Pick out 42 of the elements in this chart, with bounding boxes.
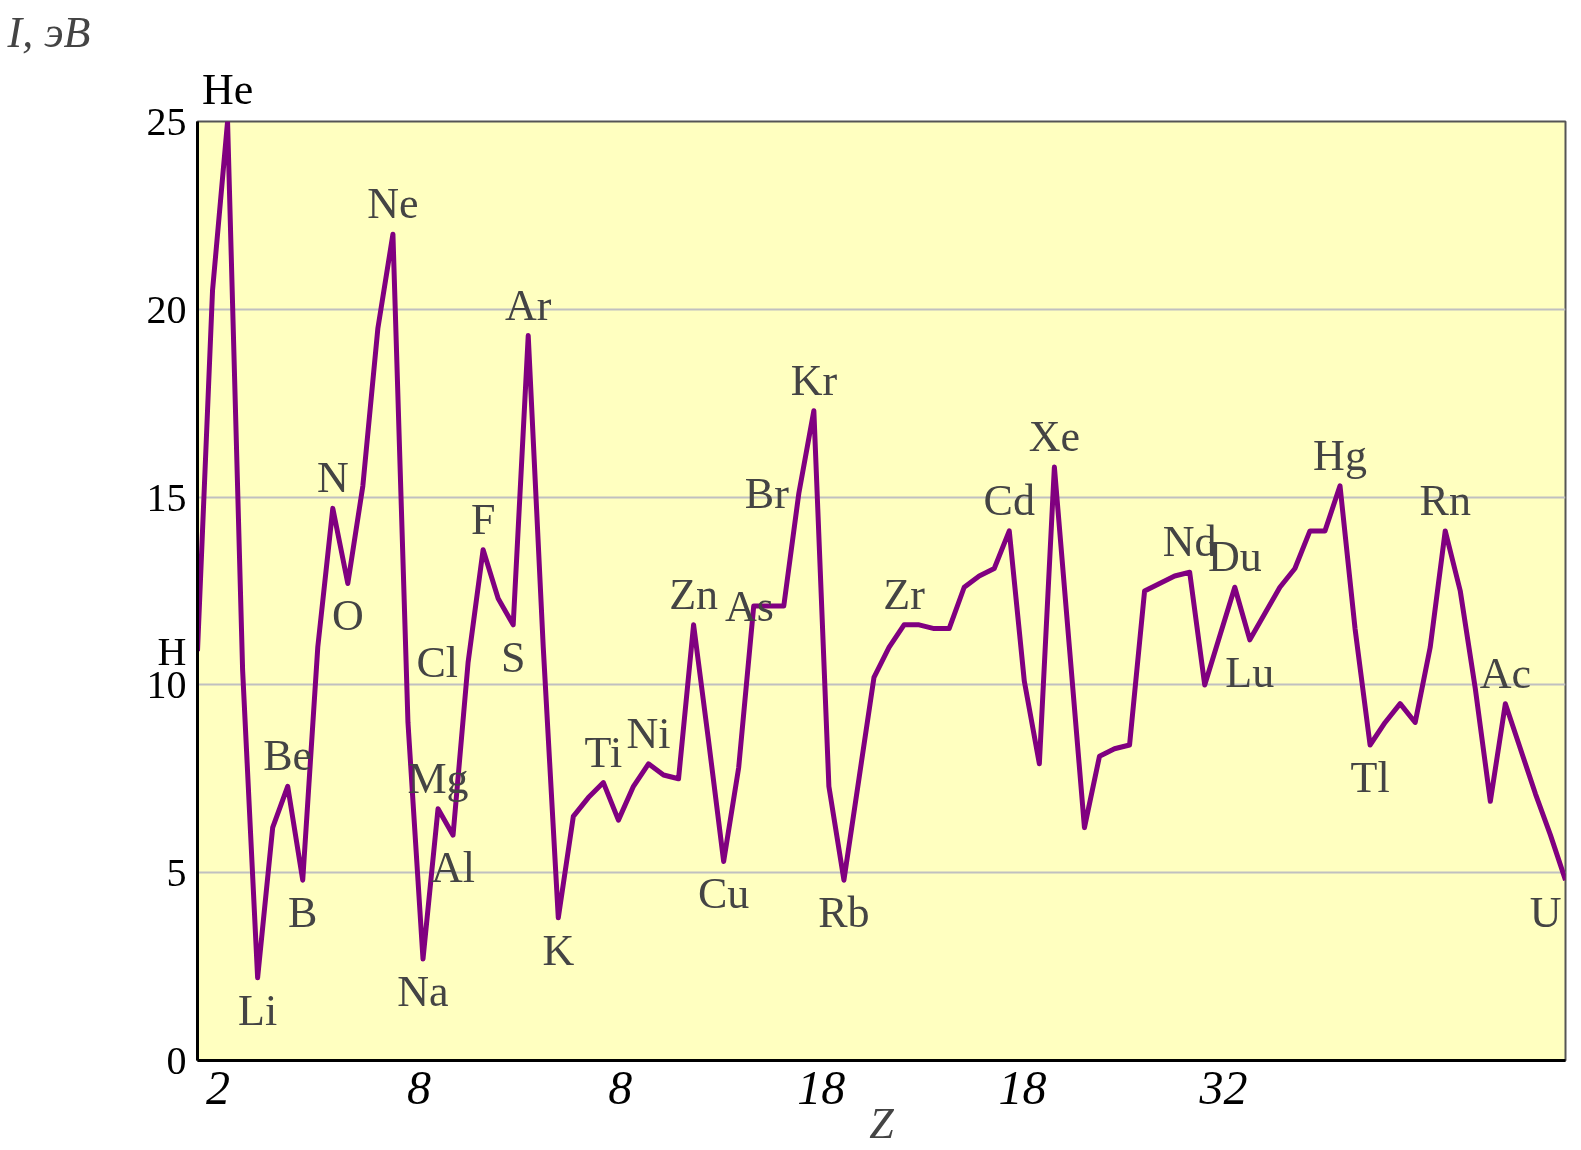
y-tick-label: 20	[146, 286, 187, 332]
data-label: Kr	[790, 355, 838, 405]
text: 18	[998, 1060, 1047, 1114]
y-tick-label: 0	[166, 1038, 187, 1083]
data-label: Br	[744, 468, 790, 518]
text: 2	[206, 1060, 231, 1114]
data-label: Hg	[1313, 430, 1367, 480]
data-label: Cd	[983, 475, 1035, 525]
data-label: Cu	[697, 869, 750, 919]
data-label: Xe	[1028, 412, 1081, 462]
data-label: Li	[238, 985, 278, 1035]
data-label: Ne	[367, 179, 419, 229]
data-label: U	[1529, 888, 1562, 938]
y-axis-title: I, эВ	[6, 7, 91, 57]
x-axis-title: Z	[869, 1098, 895, 1148]
data-label: Zn	[669, 569, 719, 619]
data-label: Ti	[584, 727, 623, 777]
data-label: Zr	[883, 569, 926, 619]
y-tick-label: 15	[146, 474, 187, 520]
data-label: He	[201, 64, 254, 114]
text: 18	[797, 1060, 846, 1114]
data-label: As	[724, 581, 774, 631]
y-tick-label: 5	[166, 850, 187, 896]
data-label: Ac	[1479, 648, 1532, 698]
data-label: Na	[397, 967, 449, 1017]
data-label: O	[331, 591, 364, 641]
y-tick-label: 25	[146, 99, 187, 144]
text: 32	[1198, 1060, 1248, 1114]
data-label: K	[542, 925, 575, 975]
text: 8	[608, 1060, 633, 1114]
data-label: Tl	[1350, 753, 1390, 802]
data-label: F	[470, 494, 496, 544]
data-label: Cl	[416, 637, 459, 687]
data-label: B	[288, 888, 318, 938]
data-label: Ni	[626, 708, 671, 758]
data-label: Lu	[1225, 647, 1275, 697]
data-label: Rn	[1419, 475, 1471, 525]
text: 8	[407, 1060, 432, 1114]
data-label: Ar	[505, 280, 552, 330]
data-label: S	[500, 632, 526, 682]
data-label: Rb	[818, 888, 870, 938]
data-label: N	[316, 453, 349, 503]
